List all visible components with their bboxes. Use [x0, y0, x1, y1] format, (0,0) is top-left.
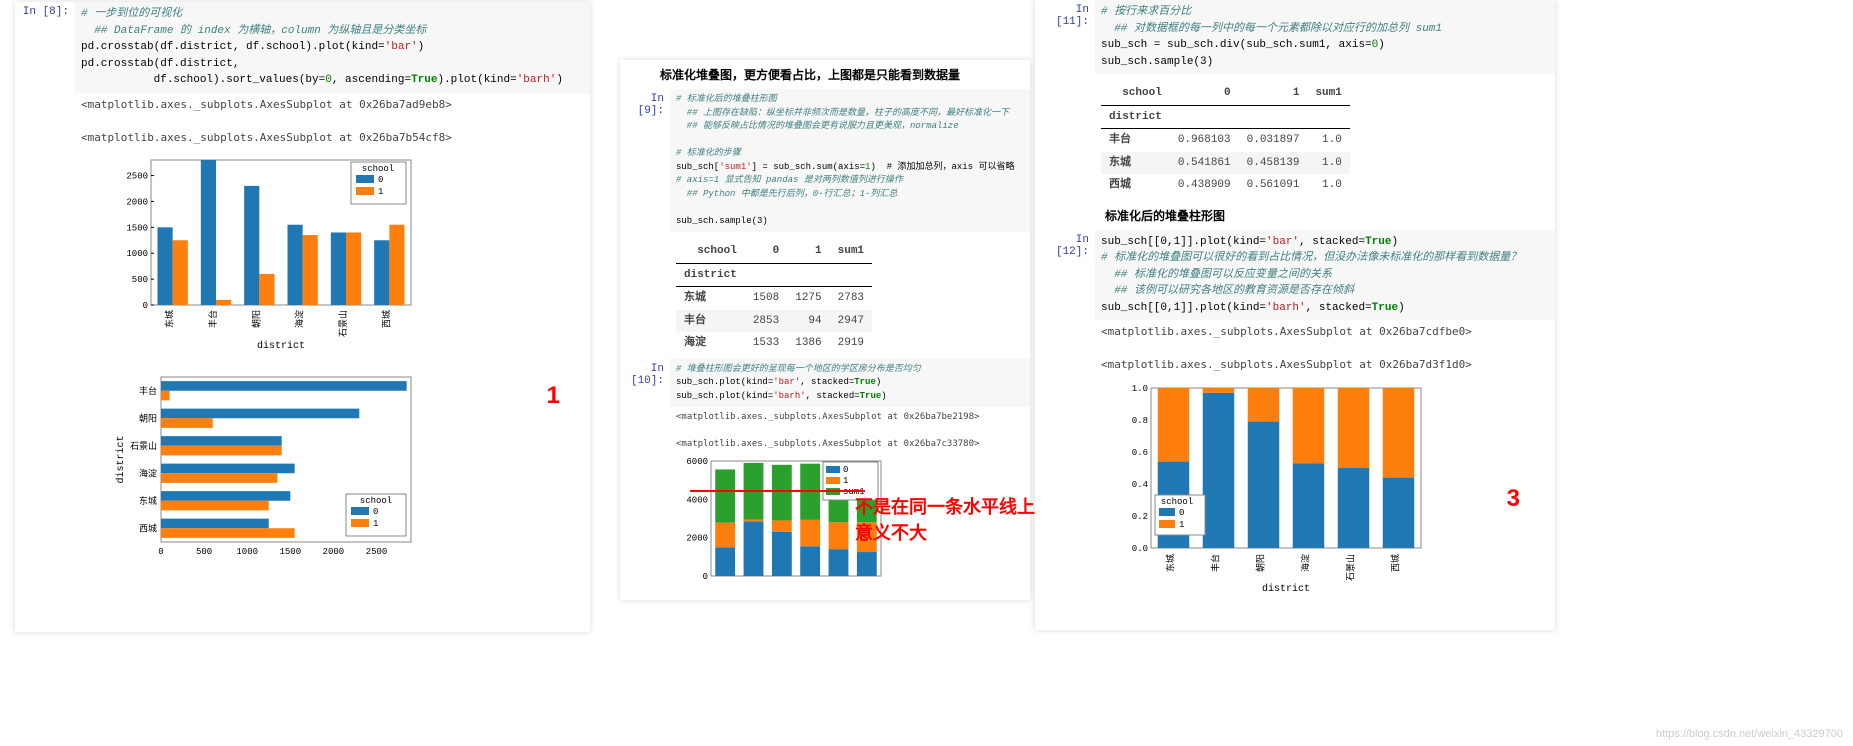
cell-12: In [12]: sub_sch[[0,1]].plot(kind='bar',… — [1035, 230, 1555, 321]
svg-text:西城: 西城 — [381, 310, 392, 328]
cell-11: In [11]: # 按行来求百分比 ## 对数据框的每一列中的每一个元素都除以… — [1035, 0, 1555, 74]
svg-text:东城: 东城 — [1165, 554, 1177, 572]
svg-text:school: school — [1161, 497, 1193, 507]
svg-text:丰台: 丰台 — [1210, 554, 1222, 572]
svg-text:朝阳: 朝阳 — [1256, 554, 1267, 572]
svg-text:海淀: 海淀 — [1300, 554, 1312, 572]
svg-text:2000: 2000 — [323, 547, 345, 557]
svg-text:西城: 西城 — [1391, 554, 1402, 572]
svg-text:1500: 1500 — [126, 223, 148, 233]
bar-chart-horizontal: 0 500 1000 1500 2000 2500 丰台朝阳石景山海淀东城西城 distric… — [111, 367, 421, 567]
stacked-bar-chart-normalized: 0.0 0.2 0.4 0.6 0.8 1.0 东城 丰台 朝阳 海淀 石景山 西城 district s… — [1111, 378, 1431, 593]
cell-8: In [8]: # 一步到位的可视化 ## DataFrame 的 index … — [15, 2, 590, 93]
output-axes-3: <matplotlib.axes._subplots.AxesSubplot a… — [676, 411, 1024, 425]
svg-text:1000: 1000 — [236, 547, 258, 557]
svg-text:石景山: 石景山 — [1346, 554, 1357, 581]
cell-10: In [10]: # 堆叠柱形图会更好的呈现每一个地区的学区房分布是否均匀 su… — [620, 359, 1030, 408]
svg-text:0: 0 — [373, 507, 378, 517]
section-title: 标准化后的堆叠柱形图 — [1035, 201, 1555, 230]
output-axes-4: <matplotlib.axes._subplots.AxesSubplot a… — [676, 438, 1024, 452]
svg-text:0: 0 — [843, 465, 848, 475]
svg-text:1: 1 — [843, 476, 848, 486]
output-axes-6: <matplotlib.axes._subplots.AxesSubplot a… — [1101, 357, 1549, 374]
svg-text:0.2: 0.2 — [1132, 512, 1148, 522]
svg-text:500: 500 — [196, 547, 212, 557]
svg-text:2000: 2000 — [126, 197, 148, 207]
svg-text:朝阳: 朝阳 — [139, 413, 157, 424]
svg-text:1500: 1500 — [280, 547, 302, 557]
svg-text:东城: 东城 — [139, 494, 157, 506]
svg-text:4000: 4000 — [686, 495, 708, 505]
prompt-in-8: In [8]: — [15, 2, 75, 93]
svg-text:500: 500 — [132, 275, 148, 285]
svg-text:东城: 东城 — [164, 310, 176, 328]
svg-text:0: 0 — [1179, 508, 1184, 518]
prompt-in-11: In [11]: — [1035, 0, 1095, 74]
bar-chart-vertical: 0 500 1000 1500 2000 2500 东城 丰台 朝阳 海淀 石景山 西城 distric… — [111, 150, 421, 350]
panel-number-1: 1 — [547, 382, 560, 410]
output-axes-5: <matplotlib.axes._subplots.AxesSubplot a… — [1101, 324, 1549, 341]
svg-text:district: district — [257, 340, 305, 350]
prompt-in-9: In [9]: — [620, 89, 670, 232]
svg-text:district: district — [115, 435, 127, 483]
svg-text:朝阳: 朝阳 — [251, 310, 262, 328]
svg-text:0.8: 0.8 — [1132, 416, 1148, 426]
svg-text:1000: 1000 — [126, 249, 148, 259]
watermark: https://blog.csdn.net/weixin_43329700 — [1656, 728, 1843, 740]
svg-text:1.0: 1.0 — [1132, 384, 1148, 394]
prompt-in-10: In [10]: — [620, 359, 670, 408]
svg-text:0: 0 — [703, 572, 708, 582]
red-annotation: 不是在同一条水平线上 意义不大 — [855, 493, 1035, 545]
svg-text:0.0: 0.0 — [1132, 544, 1148, 554]
svg-text:1: 1 — [378, 187, 383, 197]
cell-9: In [9]: # 标准化后的堆叠柱形图 ## 上图存在缺陷：纵坐标并非频次而是… — [620, 89, 1030, 232]
panel2-title: 标准化堆叠图，更方便看占比，上图都是只能看到数据量 — [620, 60, 1030, 89]
output-axes-1: <matplotlib.axes._subplots.AxesSubplot a… — [81, 97, 584, 114]
prompt-in-12: In [12]: — [1035, 230, 1095, 321]
svg-text:海淀: 海淀 — [294, 310, 306, 328]
svg-text:school: school — [360, 496, 392, 506]
svg-text:1: 1 — [373, 519, 378, 529]
code-12[interactable]: sub_sch[[0,1]].plot(kind='bar', stacked=… — [1095, 230, 1555, 321]
red-line — [690, 490, 865, 492]
panel-3: In [11]: # 按行来求百分比 ## 对数据框的每一列中的每一个元素都除以… — [1035, 0, 1555, 630]
code-11[interactable]: # 按行来求百分比 ## 对数据框的每一列中的每一个元素都除以对应行的加总列 s… — [1095, 0, 1555, 74]
code-10[interactable]: # 堆叠柱形图会更好的呈现每一个地区的学区房分布是否均匀 sub_sch.plo… — [670, 359, 1030, 408]
svg-text:0: 0 — [143, 301, 148, 311]
svg-text:0.4: 0.4 — [1132, 480, 1148, 490]
panel-2: 标准化堆叠图，更方便看占比，上图都是只能看到数据量 In [9]: # 标准化后… — [620, 60, 1030, 600]
code-8[interactable]: # 一步到位的可视化 ## DataFrame 的 index 为横轴，colu… — [75, 2, 590, 93]
svg-text:0: 0 — [158, 547, 163, 557]
svg-text:0: 0 — [378, 175, 383, 185]
svg-text:6000: 6000 — [686, 457, 708, 467]
table-11: school01sum1district丰台0.9681030.0318971.… — [1101, 82, 1549, 197]
panel-number-3: 3 — [1507, 485, 1520, 513]
code-9[interactable]: # 标准化后的堆叠柱形图 ## 上图存在缺陷：纵坐标并非频次而是数量，柱子的高度… — [670, 89, 1030, 232]
svg-text:2000: 2000 — [686, 533, 708, 543]
output-axes-2: <matplotlib.axes._subplots.AxesSubplot a… — [81, 130, 584, 147]
svg-text:石景山: 石景山 — [338, 310, 349, 337]
svg-text:1: 1 — [1179, 520, 1184, 530]
svg-text:2500: 2500 — [366, 547, 388, 557]
svg-text:海淀: 海淀 — [139, 467, 157, 479]
svg-text:西城: 西城 — [139, 523, 157, 534]
svg-text:2500: 2500 — [126, 172, 148, 182]
panel-1: In [8]: # 一步到位的可视化 ## DataFrame 的 index … — [15, 2, 590, 632]
svg-text:district: district — [1262, 583, 1310, 593]
svg-text:school: school — [362, 164, 394, 174]
table-9: school01sum1district东城150812752783丰台2853… — [676, 240, 1024, 355]
svg-text:0.6: 0.6 — [1132, 448, 1148, 458]
svg-text:丰台: 丰台 — [139, 384, 157, 396]
svg-text:丰台: 丰台 — [207, 310, 219, 328]
svg-text:石景山: 石景山 — [130, 440, 157, 451]
